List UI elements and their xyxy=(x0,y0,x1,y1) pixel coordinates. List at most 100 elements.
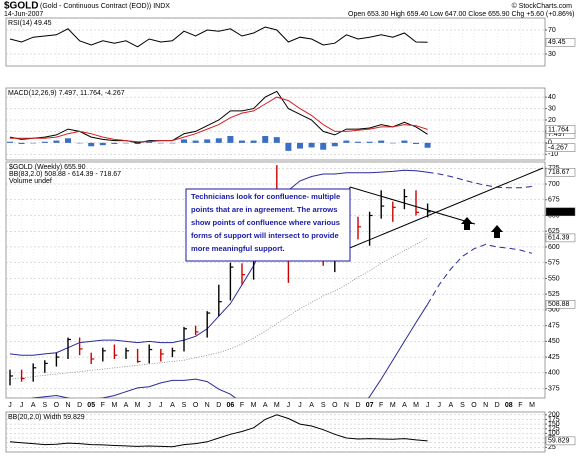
histogram-bar xyxy=(424,142,431,148)
histogram-bar xyxy=(111,142,118,144)
y-tick-label: 475 xyxy=(548,322,560,329)
series-line xyxy=(9,237,428,380)
x-tick-label: J xyxy=(159,402,163,409)
histogram-bar xyxy=(239,140,245,143)
value-box xyxy=(545,168,576,177)
value-box-label: 7.497 xyxy=(548,131,566,138)
y-tick-label: 150 xyxy=(548,421,560,428)
x-tick-label: F xyxy=(240,402,244,409)
series-line xyxy=(9,414,428,448)
histogram-bar xyxy=(76,142,83,144)
histogram-bar xyxy=(53,140,60,143)
panel-title: MACD(12,26,9) 7.497, 11.764, -4.267 xyxy=(8,90,125,97)
series-line xyxy=(30,304,429,398)
series-line xyxy=(10,96,428,143)
y-tick-label: 175 xyxy=(548,416,560,423)
histogram-bar xyxy=(30,142,37,144)
y-tick-label: 425 xyxy=(548,354,560,361)
y-tick-label: 200 xyxy=(548,412,560,419)
x-tick-label: F xyxy=(518,402,522,409)
x-tick-label: J xyxy=(426,402,430,409)
y-tick-label: 500 xyxy=(548,307,560,314)
y-tick-label: 450 xyxy=(548,338,560,345)
histogram-bar xyxy=(273,137,280,143)
y-tick-label: 575 xyxy=(548,260,560,267)
legend-title: $GOLD (Weekly) 655.90 xyxy=(9,164,86,171)
x-tick-label: A xyxy=(170,402,175,409)
histogram-bar xyxy=(262,136,269,143)
annotation-line: forms of support will intersect to provi… xyxy=(191,231,339,240)
x-tick-label: O xyxy=(193,402,199,409)
histogram-bar xyxy=(378,140,385,143)
y-tick-label: 375 xyxy=(548,385,560,392)
histogram-bar xyxy=(355,141,361,143)
y-tick-label: 525 xyxy=(548,291,560,298)
x-tick-label: J xyxy=(437,402,441,409)
histogram-bar xyxy=(227,136,234,143)
y-tick-label: 70 xyxy=(548,27,556,34)
legend-note: Volume undef xyxy=(9,178,52,185)
x-tick-label: D xyxy=(355,402,360,409)
x-tick-label: 05 xyxy=(87,402,95,409)
histogram-bar xyxy=(308,142,315,148)
date: 14-Jun-2007 xyxy=(4,11,43,18)
value-box-label: 11.764 xyxy=(548,126,569,133)
x-tick-label: D xyxy=(216,402,221,409)
y-tick-label: 700 xyxy=(548,181,560,188)
y-tick-label: 625 xyxy=(548,228,560,235)
trendline xyxy=(349,186,476,225)
x-tick-label: M xyxy=(529,402,535,409)
value-box-label: -4.267 xyxy=(548,145,568,152)
histogram-bar xyxy=(99,142,106,146)
y-tick-label: 600 xyxy=(548,244,560,251)
y-tick-label: 20 xyxy=(548,117,556,124)
x-tick-label: S xyxy=(182,402,187,409)
x-tick-label: M xyxy=(135,402,141,409)
histogram-bar xyxy=(389,142,396,144)
value-box-label: 49.45 xyxy=(548,39,566,46)
y-tick-label: -10 xyxy=(548,151,558,158)
y-tick-label: 125 xyxy=(548,426,560,433)
value-box xyxy=(545,436,576,446)
x-tick-label: A xyxy=(31,402,36,409)
y-tick-label: 0 xyxy=(548,140,552,147)
x-tick-label: J xyxy=(20,402,24,409)
x-tick-label: N xyxy=(205,402,210,409)
histogram-bar xyxy=(181,139,187,143)
x-tick-label: D xyxy=(495,402,500,409)
value-box xyxy=(545,300,576,309)
histogram-bar xyxy=(41,141,48,143)
y-tick-label: 675 xyxy=(548,197,560,204)
x-tick-label: J xyxy=(147,402,151,409)
histogram-bar xyxy=(65,138,71,143)
source: © StockCharts.com xyxy=(512,2,573,10)
series-line xyxy=(427,243,533,305)
x-tick-label: J xyxy=(287,402,291,409)
x-tick-label: S xyxy=(321,402,326,409)
panel-frame xyxy=(5,411,546,453)
y-tick-label: 40 xyxy=(548,94,556,101)
x-tick-label: D xyxy=(77,402,82,409)
x-tick-label: 07 xyxy=(366,402,374,409)
histogram-bar xyxy=(285,142,292,151)
histogram-bar xyxy=(320,142,327,150)
symbol: $GOLD xyxy=(4,1,38,12)
quote: Open 653.30 High 659.40 Low 647.00 Close… xyxy=(348,11,575,18)
value-box xyxy=(545,143,576,152)
histogram-bar xyxy=(192,140,199,143)
description: (Gold - Continuous Contract (EOD)) INDX xyxy=(40,3,170,10)
x-tick-label: F xyxy=(101,402,105,409)
y-tick-label: 30 xyxy=(548,51,556,58)
histogram-bar xyxy=(146,141,153,143)
x-tick-label: M xyxy=(274,402,280,409)
x-tick-label: J xyxy=(8,402,12,409)
arrow xyxy=(491,225,503,238)
x-tick-label: A xyxy=(124,402,129,409)
histogram-bar xyxy=(204,139,211,143)
panel-frame xyxy=(5,17,546,67)
value-box xyxy=(545,233,576,243)
trendline xyxy=(339,167,544,253)
histogram-bar xyxy=(7,141,13,143)
histogram-bar xyxy=(215,138,222,143)
x-tick-label: N xyxy=(65,402,70,409)
